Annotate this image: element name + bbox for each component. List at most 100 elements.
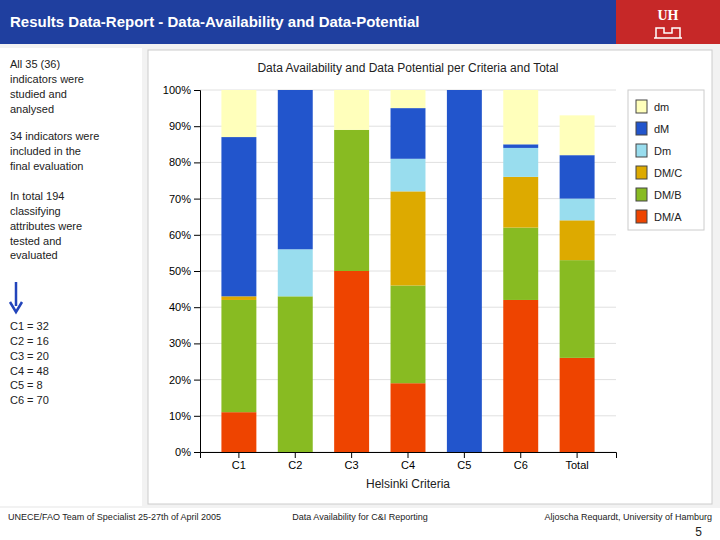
header-bar [0,0,616,44]
bar [503,228,538,300]
x-tick: Total [565,452,588,471]
tick-mark [194,235,200,236]
bar [391,90,426,108]
side-note-line: C6 = 70 [10,394,49,406]
page-number: 5 [695,525,702,539]
side-note-line: C5 = 8 [10,379,43,391]
title: Results Data-Report - Data-Availability … [10,13,420,30]
side-note-line: evaluated [10,249,58,261]
series-4 [221,90,594,452]
series-3 [278,148,595,296]
footer-text: Data Availability for C&I Reporting [292,512,427,522]
side-note-line: included in the [10,145,81,157]
y-tick: 10% [169,410,200,422]
side-note-line: analysed [10,103,54,115]
tick-label: Total [565,459,588,471]
bar [503,300,538,452]
tick-mark [295,452,296,458]
side-note-line: C1 = 32 [10,320,49,332]
series-5 [221,90,594,155]
left-panel [0,48,142,506]
side-note-line: tested and [10,235,61,247]
bar [560,155,595,198]
arrow-head [10,302,22,312]
legend-swatch [636,188,647,201]
x-tick: C2 [288,452,302,471]
page: Results Data-Report - Data-Availability … [0,0,720,540]
side-note-line: In total 194 [10,190,64,202]
bar [221,300,256,412]
legend-swatch [636,210,647,223]
tick-label: C2 [288,459,302,471]
side-note: In total 194classifyingattributes werete… [10,190,82,261]
bar [334,271,369,452]
bar [503,177,538,228]
tick-mark [464,452,465,458]
tick-mark [194,452,200,453]
footer-text: UNECE/FAO Team of Specialist 25-27th of … [8,512,221,522]
tick-label: 60% [169,229,191,241]
bar [560,115,595,155]
arrow-shaft [15,282,18,306]
side-note-line: C4 = 48 [10,365,49,377]
x-axis: C1C2C3C4C5C6Total [201,452,617,471]
side-note-line: 34 indicators were [10,130,99,142]
bar [560,220,595,260]
side-note-line: final evaluation [10,160,83,172]
tick-mark [194,199,200,200]
tick-label: 100% [163,84,191,96]
tick-mark [577,452,578,458]
logo-icon [654,28,682,38]
axis-line [201,453,617,459]
bar [391,191,426,285]
logo-text: UH [658,8,679,23]
bar [221,412,256,452]
y-tick: 60% [169,229,200,241]
tick-mark [520,452,521,458]
y-axis: 0%10%20%30%40%50%60%70%80%90%100% [163,84,201,458]
bar [334,90,369,130]
series-0 [221,271,594,452]
page-background [0,0,720,540]
legend-swatch [636,100,647,113]
series-1 [221,130,594,452]
x-axis-title: Helsinki Criteria [366,477,450,491]
axis-line [194,91,201,453]
legend-label: dM [654,123,669,135]
legend-label: DM/C [654,167,682,179]
bar [278,90,313,249]
tick-label: 30% [169,337,191,349]
legend-box [628,90,704,230]
y-tick: 80% [169,156,200,168]
tick-label: C5 [457,459,471,471]
tick-mark [194,271,200,272]
tick-mark [194,126,200,127]
bar [221,296,256,300]
tick-mark [194,307,200,308]
side-note: All 35 (36)indicators werestudied andana… [10,58,84,115]
bar [560,199,595,221]
y-tick: 0% [175,446,200,458]
x-tick: C5 [457,452,471,471]
x-tick: C3 [345,452,359,471]
bar [560,260,595,358]
series-2 [221,177,594,300]
bars [221,90,594,452]
legend-label: DM/B [654,189,682,201]
side-note: 34 indicators were included in the final e… [10,130,99,172]
legend-label: Dm [654,145,671,157]
side-note: C1 = 32C2 = 16C3 = 20C4 = 48C5 = 8C6 = 7… [10,320,49,406]
tick-mark [194,343,200,344]
footer-text: Aljoscha Requardt, University of Hamburg [544,512,712,522]
tick-label: 20% [169,374,191,386]
bar [560,358,595,452]
y-tick: 20% [169,374,200,386]
bar [391,159,426,192]
tick-label: 40% [169,301,191,313]
bar [447,90,482,452]
chart-title: Data Availability and Data Potential per… [257,61,558,75]
bar [391,383,426,452]
tick-mark [194,162,200,163]
legend-label: DM/A [654,211,682,223]
bar [503,148,538,177]
